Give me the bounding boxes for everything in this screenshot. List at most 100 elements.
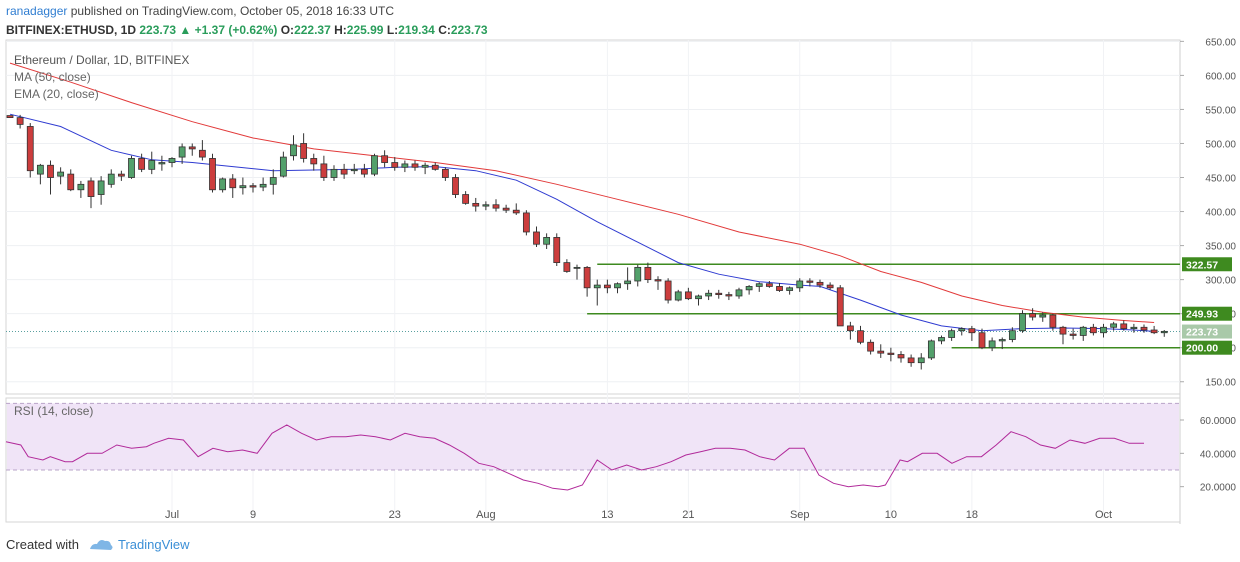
candle (1059, 325, 1067, 345)
candle-body (1140, 326, 1148, 331)
candle (320, 155, 328, 181)
price-tick-label: 400.00 (1205, 208, 1236, 219)
level-tag-label: 249.93 (1186, 309, 1218, 321)
high-label: H: (334, 23, 347, 37)
candle (188, 143, 196, 156)
candle-body (593, 284, 601, 289)
candle-body (47, 164, 54, 178)
up-arrow-icon: ▲ (179, 23, 192, 37)
time-tick-label: Oct (1095, 509, 1112, 521)
candle-body (371, 155, 378, 175)
candle-body (67, 173, 75, 191)
candle (6, 115, 14, 119)
candle-body (927, 340, 935, 359)
candle-body (553, 237, 561, 264)
author-link[interactable]: ranadagger (6, 4, 68, 18)
candle (907, 354, 915, 367)
candle (1008, 327, 1016, 343)
candle-body (168, 158, 176, 163)
candle (421, 162, 429, 175)
candle (117, 170, 125, 181)
candle-body (745, 286, 753, 291)
candle-body (887, 352, 895, 355)
candle-body (1069, 333, 1077, 336)
candle (674, 289, 682, 302)
candle-body (36, 164, 44, 175)
candle-body (1100, 326, 1107, 334)
candle (573, 264, 581, 280)
low-label: L: (386, 23, 399, 37)
candle-body (998, 339, 1006, 342)
candle-body (705, 292, 713, 297)
published-text: published on TradingView.com, October 05… (70, 4, 395, 18)
tradingview-link[interactable]: TradingView (118, 537, 190, 552)
candle-body (401, 163, 409, 168)
candle (887, 347, 895, 362)
candle (198, 140, 206, 161)
price-tick-label: 500.00 (1205, 139, 1236, 150)
candle (107, 169, 115, 188)
candle-body (97, 180, 105, 195)
candle-body (1089, 326, 1097, 334)
candle-body (198, 149, 206, 158)
candle (522, 210, 530, 236)
candle-body (695, 295, 702, 300)
close-label: C: (438, 23, 451, 37)
candle-body (502, 207, 510, 211)
candle (219, 177, 227, 193)
candle (745, 285, 753, 295)
time-tick-label: 21 (682, 509, 694, 521)
current-price-tag-label: 223.73 (1186, 327, 1218, 339)
candle (897, 351, 905, 363)
candle-body (1008, 330, 1016, 340)
price-chart[interactable]: 650.00 600.00 550.00 500.00 450.00 400.00 350.… (0, 0, 1240, 530)
candle (846, 321, 854, 340)
candle-body (107, 173, 115, 185)
rsi-band (7, 403, 1179, 470)
candle-body (796, 280, 804, 289)
candle (26, 123, 34, 178)
time-tick-label: 23 (389, 509, 401, 521)
candle (634, 264, 642, 287)
level-tag-bg (1182, 340, 1232, 355)
candle-body (300, 143, 308, 159)
rsi-tick-label: 60.0000 (1200, 416, 1237, 427)
price-tick-label: 600.00 (1205, 71, 1236, 82)
candle (583, 266, 591, 297)
candle-body (654, 279, 662, 282)
candle-body (320, 163, 328, 178)
candle (786, 286, 794, 295)
candle-body (735, 289, 743, 297)
candle-body (624, 280, 632, 285)
candle (533, 226, 540, 247)
candle (1049, 313, 1057, 331)
candle (462, 191, 470, 205)
time-tick-label: 18 (966, 509, 978, 521)
candle-body (462, 194, 470, 204)
candle (330, 165, 338, 181)
candle (998, 337, 1006, 350)
publish-info: ranadagger published on TradingView.com,… (6, 4, 394, 18)
candle-body (209, 158, 216, 191)
candle-body (421, 164, 429, 168)
candle-body (836, 287, 844, 327)
candle (168, 157, 176, 168)
level-tag-bg (1182, 306, 1232, 321)
candle (300, 133, 308, 163)
candle (371, 153, 378, 177)
open-value: 222.37 (294, 23, 331, 37)
candle-body (826, 284, 834, 289)
candle (269, 169, 277, 195)
time-tick-label: Jul (165, 509, 179, 521)
candle (472, 197, 480, 212)
candle (988, 337, 996, 352)
candle (1160, 330, 1168, 337)
candle-body (269, 177, 277, 185)
candle-body (178, 146, 186, 158)
price-tick-label: 350.00 (1205, 242, 1236, 253)
candle-body (6, 115, 14, 119)
candle (482, 201, 490, 211)
candle-body (57, 171, 65, 177)
candle-body (128, 158, 135, 178)
candle (1029, 308, 1037, 321)
